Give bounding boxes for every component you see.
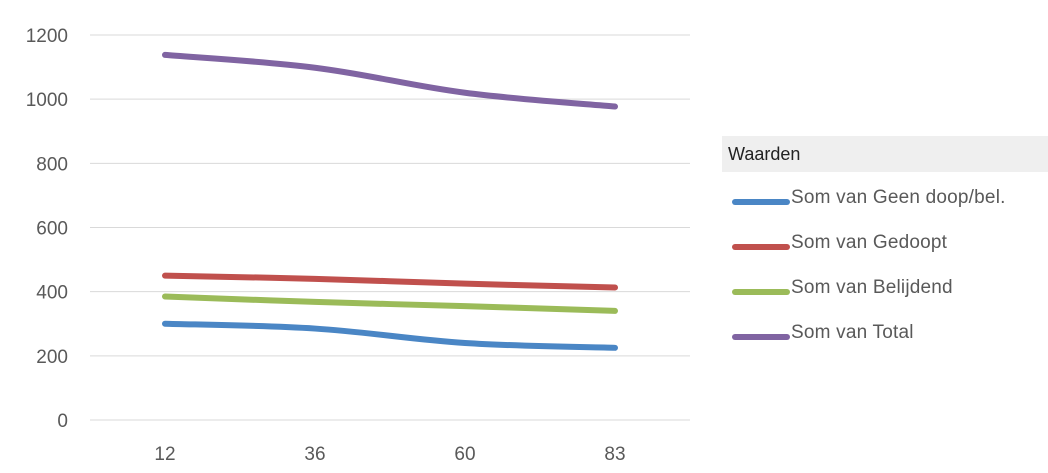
x-tick-label: 36	[304, 444, 325, 465]
x-tick-label: 83	[604, 444, 625, 465]
y-tick-label: 0	[57, 411, 68, 432]
legend-item: Som van Geen doop/bel.	[722, 179, 1048, 224]
y-tick-label: 1200	[26, 26, 68, 47]
legend-swatch	[732, 199, 790, 205]
legend-item: Som van Total	[722, 314, 1048, 359]
y-tick-label: 400	[36, 283, 68, 304]
y-tick-label: 200	[36, 347, 68, 368]
legend: Waarden Som van Geen doop/bel. Som van G…	[722, 136, 1048, 359]
y-tick-label: 600	[36, 219, 68, 240]
legend-label: Som van Total	[791, 322, 914, 343]
x-tick-label: 12	[154, 444, 175, 465]
legend-item: Som van Belijdend	[722, 269, 1048, 314]
legend-swatch	[732, 334, 790, 340]
legend-item: Som van Gedoopt	[722, 224, 1048, 269]
legend-swatch	[732, 244, 790, 250]
legend-items: Som van Geen doop/bel. Som van Gedoopt S…	[722, 179, 1048, 359]
series-line	[162, 320, 618, 351]
series-line	[162, 293, 618, 314]
legend-label: Som van Belijdend	[791, 277, 953, 298]
series-line	[162, 51, 618, 110]
y-tick-label: 1000	[26, 90, 68, 111]
x-tick-label: 60	[454, 444, 475, 465]
legend-swatch	[732, 289, 790, 295]
legend-title: Waarden	[722, 136, 1048, 172]
series-line	[162, 272, 618, 291]
y-tick-label: 800	[36, 154, 68, 175]
legend-label: Som van Geen doop/bel.	[791, 187, 1006, 208]
legend-label: Som van Gedoopt	[791, 232, 948, 253]
